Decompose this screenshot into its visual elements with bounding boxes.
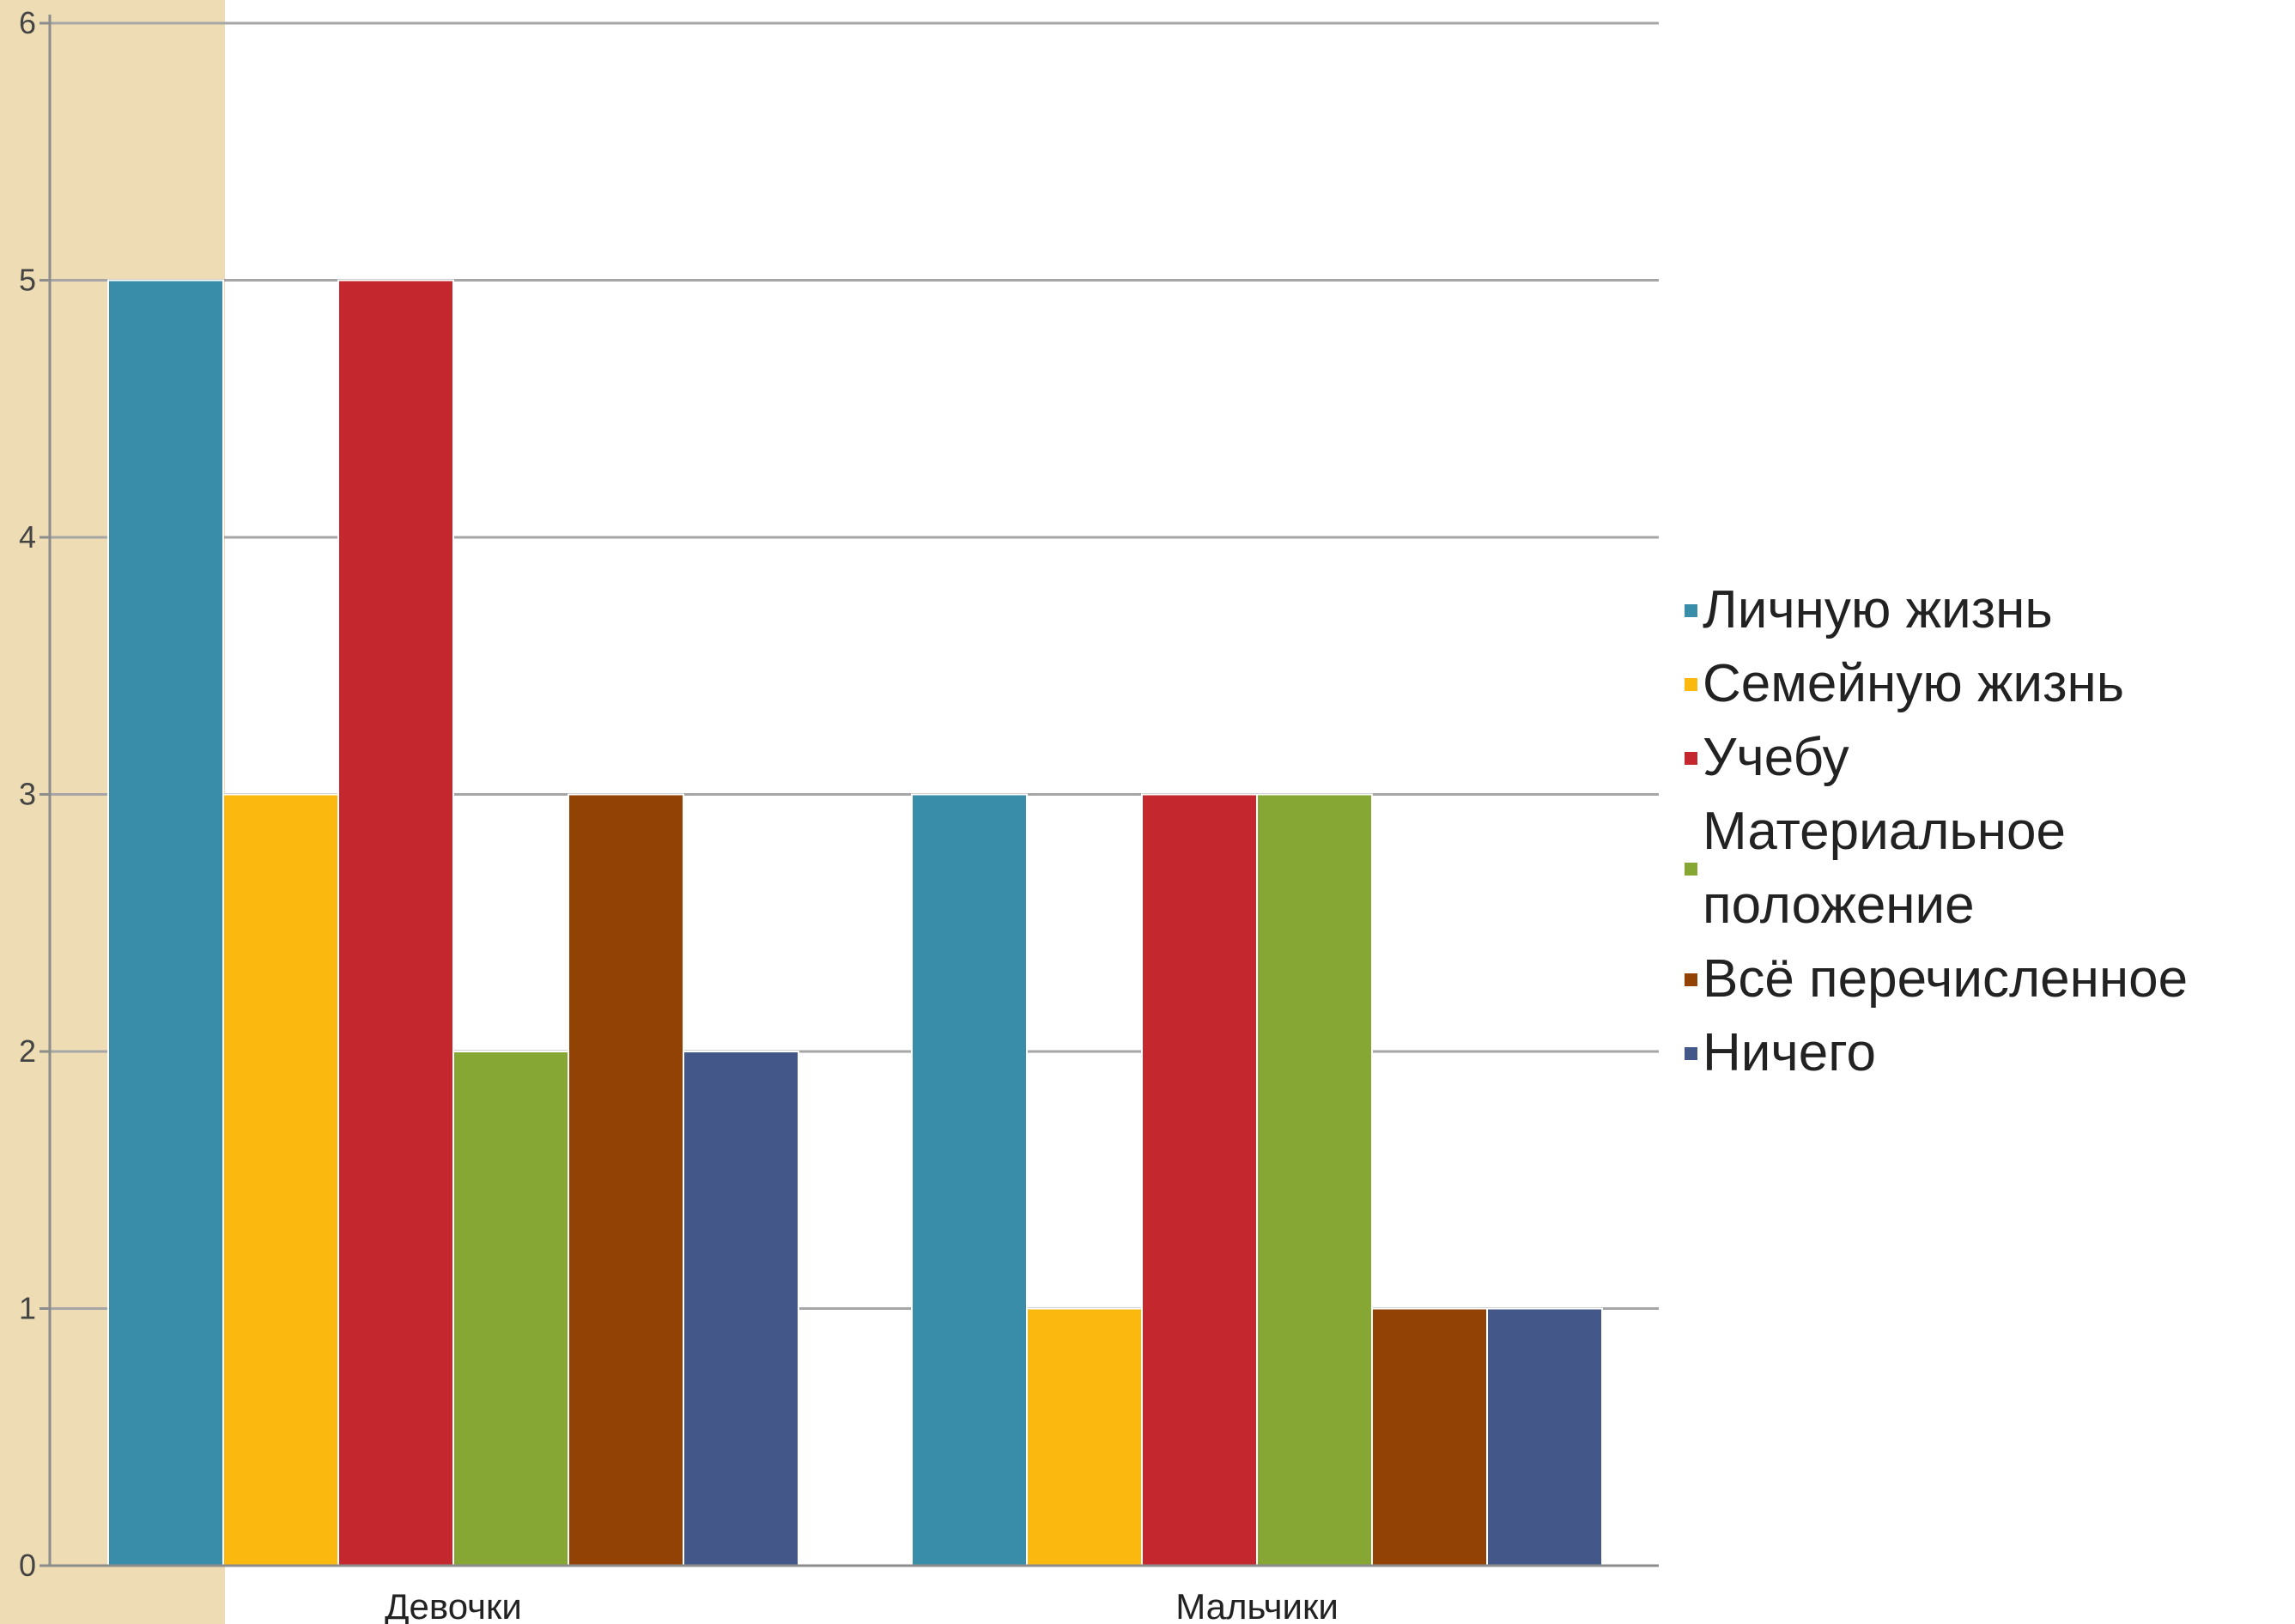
bar-0-5 bbox=[683, 1051, 799, 1566]
y-tick-label-3: 3 bbox=[19, 777, 36, 812]
bar-0-0 bbox=[107, 279, 224, 1566]
y-tick-label-1: 1 bbox=[19, 1291, 36, 1326]
legend: Личную жизнь Семейную жизнь Учебу Матери… bbox=[1685, 573, 2286, 1090]
bar-0-4 bbox=[568, 793, 684, 1566]
y-tick-label-6: 6 bbox=[19, 5, 36, 40]
legend-swatch-2 bbox=[1685, 751, 1697, 765]
legend-label-3: Материальное положение bbox=[1703, 802, 2066, 935]
legend-label-0: Личную жизнь bbox=[1703, 580, 2053, 639]
legend-label-2: Учебу bbox=[1703, 728, 1849, 787]
x-category-label-1: Мальчики bbox=[1175, 1586, 1339, 1624]
legend-item-2: Учебу bbox=[1685, 721, 2286, 795]
legend-swatch-3 bbox=[1685, 862, 1697, 876]
bar-1-2 bbox=[1141, 793, 1258, 1566]
bar-0-1 bbox=[222, 793, 339, 1566]
bar-0-3 bbox=[452, 1051, 569, 1566]
bar-1-0 bbox=[911, 793, 1028, 1566]
legend-item-3: Материальное положение bbox=[1685, 795, 2286, 942]
legend-swatch-4 bbox=[1685, 973, 1697, 986]
legend-label-4: Всё перечисленное bbox=[1703, 949, 2189, 1009]
bar-1-3 bbox=[1256, 793, 1373, 1566]
bar-1-5 bbox=[1486, 1307, 1603, 1566]
bar-1-4 bbox=[1371, 1307, 1488, 1566]
bar-1-1 bbox=[1026, 1307, 1143, 1566]
legend-swatch-1 bbox=[1685, 677, 1697, 691]
y-tick-label-0: 0 bbox=[19, 1548, 36, 1583]
legend-swatch-0 bbox=[1685, 603, 1697, 617]
y-tick-label-5: 5 bbox=[19, 263, 36, 298]
legend-label-1: Семейную жизнь bbox=[1703, 654, 2125, 713]
x-category-label-0: Девочки bbox=[385, 1586, 522, 1624]
y-tick-label-4: 4 bbox=[19, 519, 36, 554]
bar-0-2 bbox=[337, 279, 454, 1566]
legend-swatch-5 bbox=[1685, 1046, 1697, 1060]
y-tick-label-2: 2 bbox=[19, 1033, 36, 1069]
legend-label-5: Ничего bbox=[1703, 1023, 1876, 1082]
legend-item-4: Всё перечисленное bbox=[1685, 942, 2286, 1016]
legend-item-1: Семейную жизнь bbox=[1685, 647, 2286, 721]
legend-item-5: Ничего bbox=[1685, 1016, 2286, 1090]
legend-item-0: Личную жизнь bbox=[1685, 573, 2286, 647]
